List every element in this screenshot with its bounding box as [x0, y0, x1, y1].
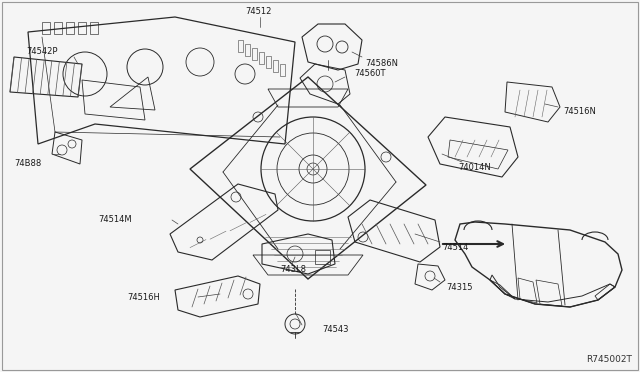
Text: R745002T: R745002T: [586, 355, 632, 364]
Text: 74014N: 74014N: [458, 163, 491, 171]
Text: 743L8: 743L8: [280, 266, 306, 275]
Text: 74514: 74514: [442, 243, 468, 251]
Text: 74542P: 74542P: [26, 48, 58, 57]
Text: 74516H: 74516H: [127, 292, 160, 301]
Text: 74512: 74512: [245, 7, 271, 16]
Text: 74514M: 74514M: [99, 215, 132, 224]
Text: 74586N: 74586N: [365, 60, 398, 68]
Text: 74543: 74543: [322, 324, 349, 334]
Text: 74315: 74315: [446, 282, 472, 292]
Text: 74B88: 74B88: [15, 160, 42, 169]
Text: 74560T: 74560T: [354, 70, 385, 78]
Text: 74516N: 74516N: [563, 108, 596, 116]
